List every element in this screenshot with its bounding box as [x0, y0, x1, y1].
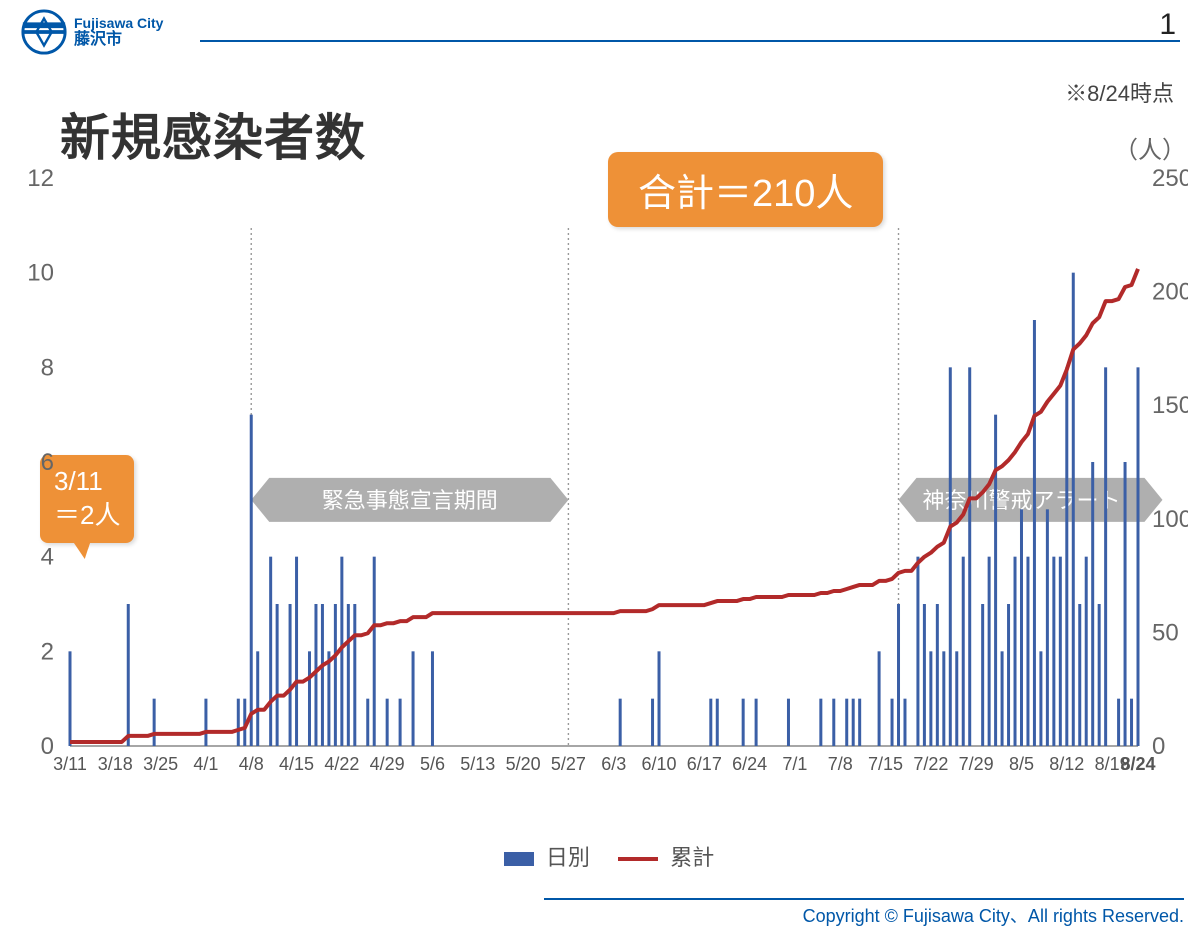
svg-text:2: 2 [41, 638, 54, 665]
svg-text:4/1: 4/1 [193, 754, 218, 774]
city-name-en: Fujisawa City [74, 16, 163, 31]
svg-text:8/5: 8/5 [1009, 754, 1034, 774]
svg-text:5/6: 5/6 [420, 754, 445, 774]
svg-text:3/18: 3/18 [98, 754, 133, 774]
legend-swatch-bar [504, 852, 534, 866]
svg-text:0: 0 [41, 733, 54, 760]
svg-text:4: 4 [41, 544, 54, 571]
svg-text:100: 100 [1152, 506, 1188, 533]
svg-text:4/29: 4/29 [370, 754, 405, 774]
header-rule [200, 40, 1180, 42]
city-logo: Fujisawa City 藤沢市 [20, 8, 163, 56]
svg-text:神奈川警戒アラート: 神奈川警戒アラート [922, 488, 1120, 513]
svg-text:12: 12 [27, 165, 54, 192]
svg-text:3/25: 3/25 [143, 754, 178, 774]
infection-chart: 0246810120501001502002503/113/183/254/14… [12, 160, 1188, 826]
svg-text:7/15: 7/15 [868, 754, 903, 774]
legend-label-daily: 日別 [546, 845, 590, 870]
svg-text:200: 200 [1152, 279, 1188, 306]
wing-icon [20, 8, 68, 56]
svg-text:4/8: 4/8 [239, 754, 264, 774]
svg-text:5/20: 5/20 [506, 754, 541, 774]
svg-text:50: 50 [1152, 619, 1179, 646]
svg-text:6/10: 6/10 [641, 754, 676, 774]
legend-swatch-line [618, 857, 658, 861]
svg-text:7/22: 7/22 [913, 754, 948, 774]
svg-text:7/8: 7/8 [828, 754, 853, 774]
svg-text:8: 8 [41, 354, 54, 381]
header: Fujisawa City 藤沢市 1 [20, 8, 1180, 56]
svg-text:150: 150 [1152, 392, 1188, 419]
legend-label-cumulative: 累計 [670, 845, 714, 870]
svg-text:6/24: 6/24 [732, 754, 767, 774]
copyright-text: Copyright © Fujisawa City、All rights Res… [803, 902, 1184, 928]
svg-text:6/17: 6/17 [687, 754, 722, 774]
svg-text:緊急事態宣言期間: 緊急事態宣言期間 [322, 488, 498, 513]
svg-text:5/27: 5/27 [551, 754, 586, 774]
svg-text:4/22: 4/22 [324, 754, 359, 774]
svg-text:8/24: 8/24 [1120, 754, 1155, 774]
city-name-jp: 藤沢市 [74, 31, 163, 49]
svg-text:4/15: 4/15 [279, 754, 314, 774]
svg-text:6/3: 6/3 [601, 754, 626, 774]
as-of-text: ※8/24時点 [1065, 76, 1174, 108]
svg-text:8/12: 8/12 [1049, 754, 1084, 774]
svg-text:250: 250 [1152, 165, 1188, 192]
svg-text:7/1: 7/1 [782, 754, 807, 774]
chart-legend: 日別 累計 [0, 840, 1200, 872]
svg-text:5/13: 5/13 [460, 754, 495, 774]
svg-text:6: 6 [41, 449, 54, 476]
page-number: 1 [1159, 8, 1176, 42]
svg-text:3/11: 3/11 [53, 754, 87, 774]
svg-text:7/29: 7/29 [959, 754, 994, 774]
svg-text:10: 10 [27, 260, 54, 287]
